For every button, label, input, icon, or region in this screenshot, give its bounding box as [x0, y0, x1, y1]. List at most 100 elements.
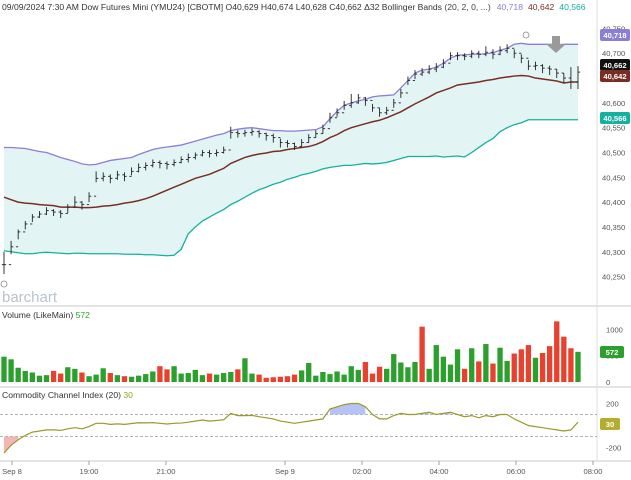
volume-bar [341, 374, 347, 382]
volume-bar [43, 375, 50, 382]
ohlc-bar [8, 240, 14, 266]
ohlc-bar [263, 132, 269, 141]
ohlc-bar [554, 68, 559, 79]
time-axis: Sep 8 19:00 21:00 Sep 9 02:00 04:00 06:00 08:00 [2, 461, 603, 476]
price-tick-label: 40,350 [602, 223, 625, 232]
ohlc-bar [377, 107, 382, 117]
ohlc-bar [547, 65, 552, 76]
low-marker-icon [0, 280, 8, 288]
ohlc-bar [150, 159, 156, 168]
ohlc-bar [384, 106, 389, 115]
svg-text:09/09/2024 7:30 AM Dow Futures: 09/09/2024 7:30 AM Dow Futures Mini (YMU… [2, 2, 586, 12]
volume-bar [504, 360, 510, 382]
volume-bar [461, 368, 468, 382]
bb-mid-value: 40,642 [528, 2, 555, 12]
volume-bar [391, 354, 397, 382]
ohlc-bar [398, 88, 404, 104]
volume-bar [256, 374, 262, 382]
ohlc-bar [101, 172, 106, 182]
cci-badge: 30 [600, 418, 620, 430]
ohlc-bar [30, 214, 35, 225]
volume-bar [291, 374, 298, 382]
upper-band-badge: 40,718 [600, 29, 630, 41]
volume-tick-label: 1000 [606, 325, 623, 334]
ohlc-bar [214, 149, 219, 157]
cci-line [3, 402, 579, 454]
time-tick-label: 08:00 [583, 467, 602, 476]
volume-title: Volume (LikeMain) 572 [2, 310, 90, 320]
volume-bar [376, 366, 383, 382]
volume-bar [476, 361, 482, 382]
volume-bar [320, 371, 326, 382]
bollinger-band [3, 42, 578, 257]
ohlc-bar [129, 167, 134, 177]
ohlc-bars [1, 44, 581, 275]
ohlc-bar [242, 129, 248, 137]
watermark-text: barchart [2, 289, 58, 306]
volume-bar [150, 371, 156, 382]
volume-bar [568, 348, 574, 382]
volume-bar [192, 369, 198, 382]
price-tick-label: 40,550 [602, 124, 625, 133]
ohlc-bar [434, 63, 439, 73]
ohlc-bar [391, 98, 396, 111]
ohlc-bar [405, 76, 411, 94]
ohlc-bar [285, 140, 290, 148]
volume-bar [532, 357, 539, 382]
ohlc-bar [271, 133, 276, 143]
cci-badge-text: 30 [606, 420, 614, 429]
volume-bar [454, 349, 461, 382]
bb-mid-line [3, 74, 578, 209]
time-tick-label: 02:00 [352, 467, 371, 476]
ohlc-bar [228, 126, 233, 151]
volume-bar [263, 377, 269, 382]
ohlc-bar [72, 196, 78, 209]
time-tick-label: Sep 9 [275, 467, 295, 476]
ohlc-bar [79, 201, 85, 210]
ohlc-bar [476, 50, 481, 59]
price-tick-label: 40,400 [602, 198, 625, 207]
ohlc-bar [171, 159, 177, 167]
ohlc-bar [86, 192, 92, 206]
ohlc-bar [441, 59, 446, 69]
ohlc-bar [341, 100, 347, 114]
ohlc-bar [178, 156, 184, 164]
ohlc-bar [256, 130, 262, 138]
volume-bar [206, 373, 213, 382]
ohlc-bar [349, 93, 354, 108]
volume-bar [433, 345, 439, 382]
ohlc-bar [320, 124, 326, 135]
cci-title: Commodity Channel Index (20) 30 [2, 390, 133, 400]
last-price-badge-text: 40,662 [603, 61, 626, 70]
volume-bar [249, 373, 255, 382]
volume-bar [185, 373, 191, 382]
volume-bars [1, 321, 581, 382]
ohlc-bar [363, 96, 368, 106]
volume-bar [93, 374, 99, 382]
ohlc-bar [568, 67, 574, 89]
volume-bar [79, 372, 85, 382]
volume-bar [143, 374, 149, 382]
time-tick-label: 19:00 [79, 467, 98, 476]
ohlc-bar [51, 209, 56, 217]
ohlc-bar [334, 108, 340, 119]
volume-bar [355, 369, 361, 382]
volume-bar [561, 336, 567, 382]
volume-bar [539, 353, 546, 382]
ohlc-bar [58, 210, 63, 219]
volume-bar [15, 367, 21, 382]
volume-bar [128, 376, 135, 382]
ohlc-bar [108, 174, 113, 184]
price-tick-label: 40,450 [602, 173, 625, 182]
ohlc-bar [526, 57, 531, 71]
volume-bar [447, 364, 454, 382]
volume-bar [50, 370, 57, 382]
price-tick-label: 40,700 [602, 49, 625, 58]
volume-bar [327, 374, 333, 382]
volume-bar [135, 375, 142, 382]
volume-bar [72, 368, 78, 382]
ohlc-bar [278, 137, 283, 148]
volume-bar [58, 373, 64, 382]
ohlc-bar [356, 93, 361, 104]
volume-bar [525, 345, 532, 382]
